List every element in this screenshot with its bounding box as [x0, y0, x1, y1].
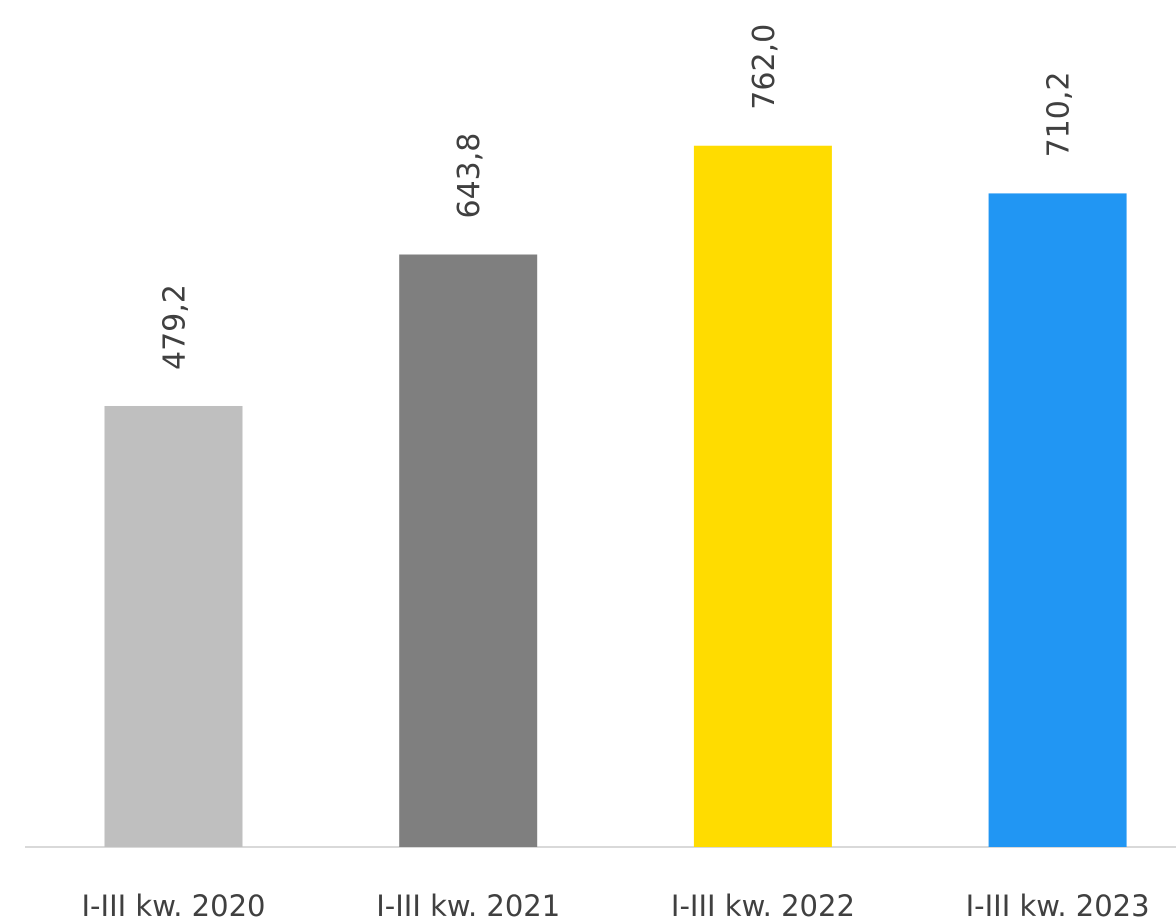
- x-tick-label: I-III kw. 2023: [966, 889, 1150, 922]
- value-label: 710,2: [1042, 72, 1077, 158]
- value-label: 479,2: [158, 284, 193, 370]
- bar: [104, 405, 243, 847]
- value-label: 643,8: [452, 133, 487, 219]
- bar: [693, 145, 832, 848]
- value-label: 762,0: [747, 24, 782, 110]
- x-tick-label: I-III kw. 2020: [82, 889, 266, 922]
- x-tick-label: I-III kw. 2021: [376, 889, 560, 922]
- x-tick-label: I-III kw. 2022: [671, 889, 855, 922]
- bar: [988, 193, 1127, 847]
- bar: [399, 254, 538, 847]
